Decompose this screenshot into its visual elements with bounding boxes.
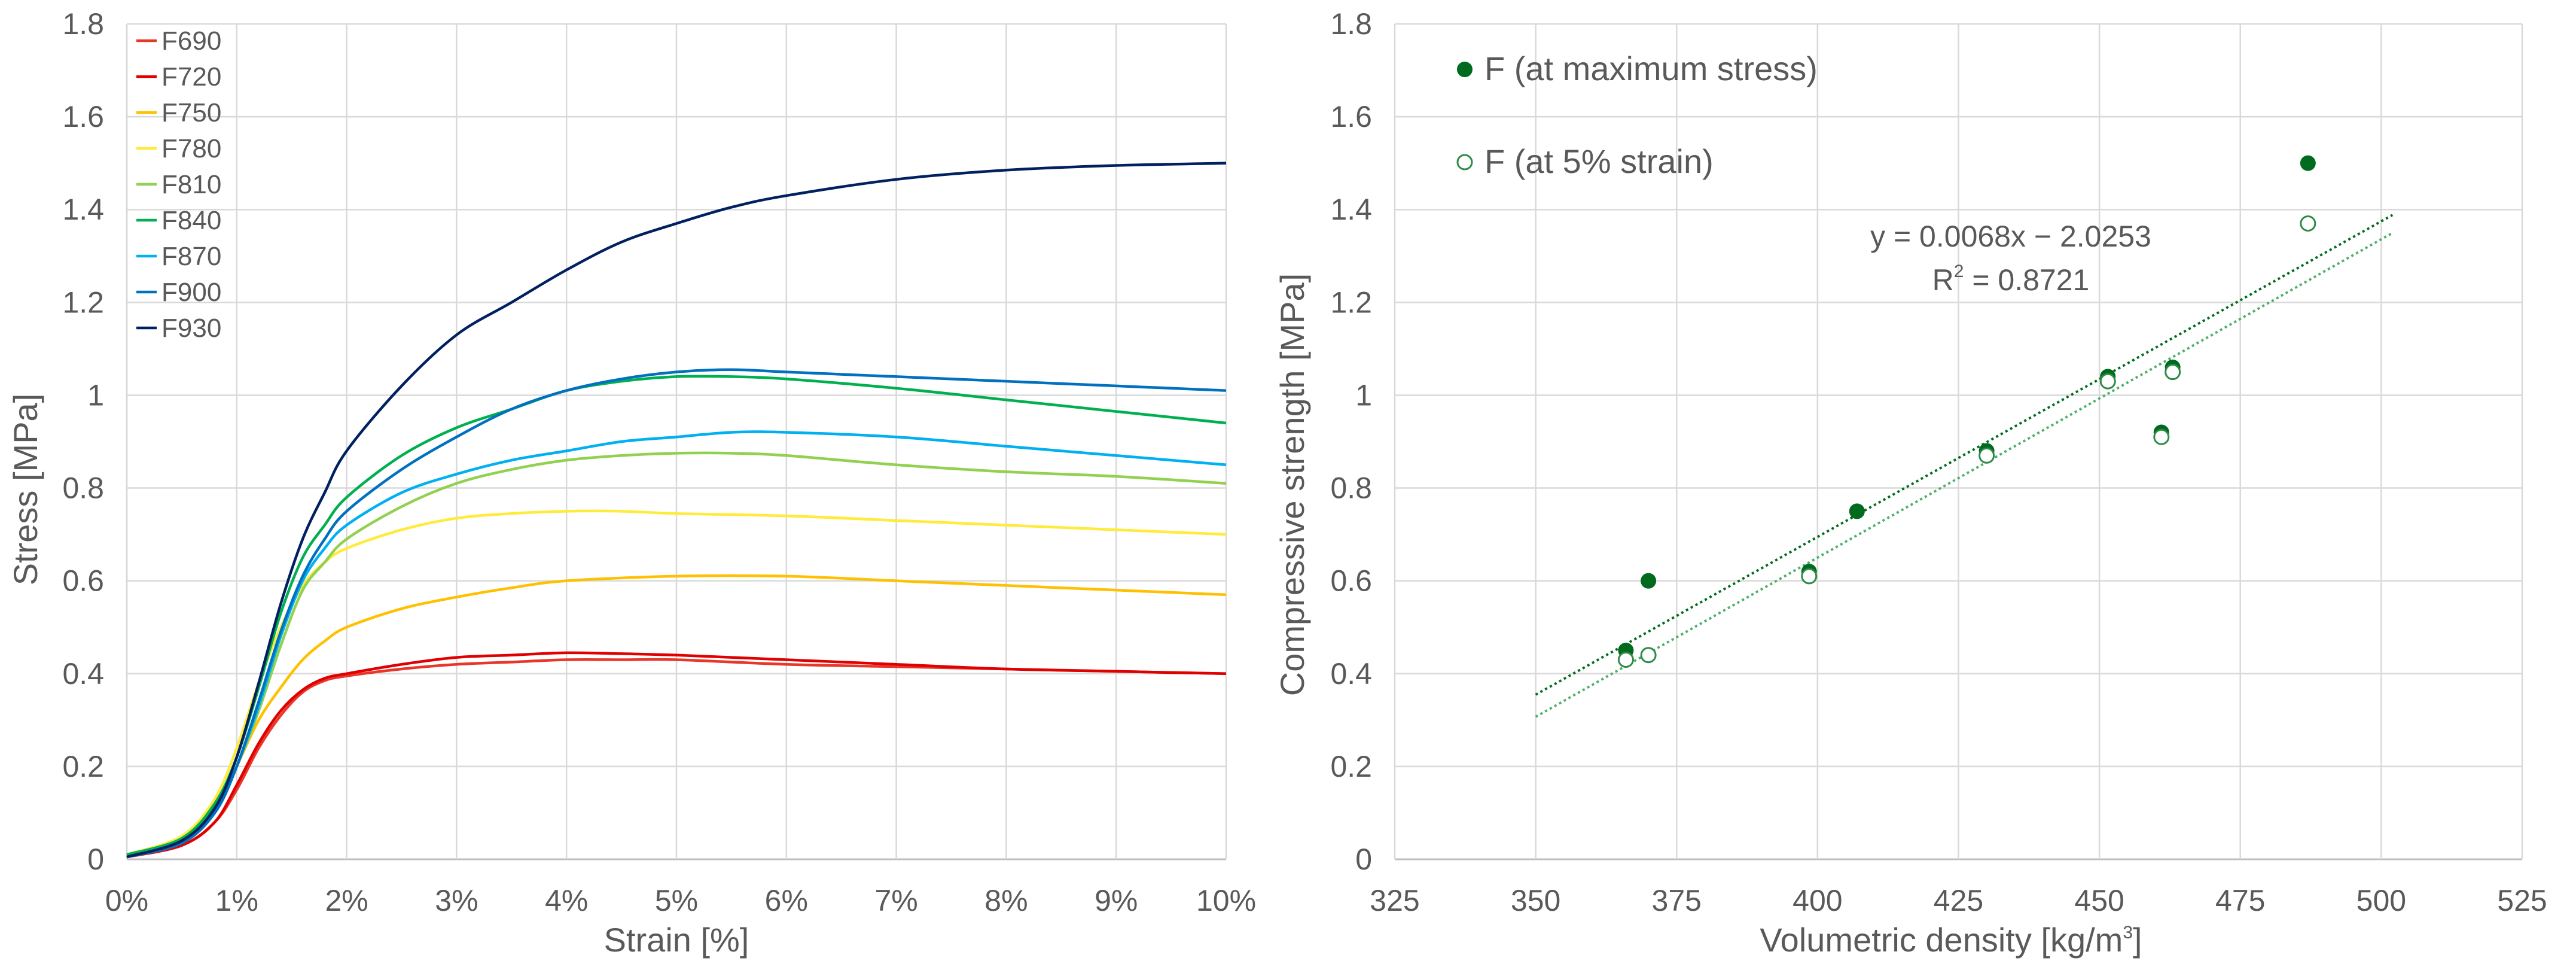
trendline-five-percent-strain xyxy=(1535,232,2394,718)
right-gridlines xyxy=(1394,23,2523,860)
left-x-tick-label: 10% xyxy=(1196,884,1256,917)
right-x-tick-label: 475 xyxy=(2215,884,2265,917)
right-x-tick-label: 525 xyxy=(2497,884,2547,917)
series-line-f900 xyxy=(126,368,1227,859)
left-x-tick-label: 2% xyxy=(325,884,368,917)
left-y-axis-title: Stress [MPa] xyxy=(7,394,44,586)
point-five-percent-strain xyxy=(2153,428,2170,445)
legend-label-f900: F900 xyxy=(161,278,221,307)
right-y-tick-label: 0.8 xyxy=(1330,472,1372,505)
legend-label-f780: F780 xyxy=(161,134,221,163)
right-x-axis-title-main: Volumetric density [kg/m xyxy=(1760,921,2123,959)
right-x-tick-labels: 325 350 375 400 425 450 475 500 525 xyxy=(1370,884,2547,917)
left-gridlines xyxy=(126,23,1227,860)
right-x-axis-title-suffix: ] xyxy=(2133,921,2142,959)
left-x-tick-label: 1% xyxy=(215,884,258,917)
right-y-tick-label: 1.8 xyxy=(1330,7,1372,41)
right-y-tick-label: 1.4 xyxy=(1330,193,1372,226)
left-legend: F690 F720 F750 F780 F810 F840 F870 F900 F930 xyxy=(136,26,221,343)
series-line-f930 xyxy=(126,162,1227,859)
legend-label-f840: F840 xyxy=(161,206,221,235)
right-y-axis-title: Compressive strength [MPa] xyxy=(1273,273,1311,696)
right-y-tick-label: 1 xyxy=(1355,378,1372,412)
series-line-f720 xyxy=(126,651,1227,859)
left-y-tick-label: 0.4 xyxy=(62,657,104,691)
left-y-tick-labels: 0 0.2 0.4 0.6 0.8 1 1.2 1.4 1.6 1.8 xyxy=(62,7,104,876)
legend-label-f750: F750 xyxy=(161,98,221,127)
left-x-tick-label: 9% xyxy=(1095,884,1138,917)
point-five-percent-strain xyxy=(2300,215,2316,232)
right-trendlines xyxy=(1535,214,2394,718)
left-x-tick-label: 4% xyxy=(545,884,588,917)
r-squared-sup: 2 xyxy=(1954,261,1964,281)
left-x-tick-label: 8% xyxy=(984,884,1028,917)
stress-strain-chart: 0% 1% 2% 3% 4% 5% 6% 7% 8% 9% 10% 0 0.2 0.4 0.6 0.8 1 1.… xyxy=(7,7,1256,959)
right-x-tick-label: 325 xyxy=(1370,884,1419,917)
point-five-percent-strain xyxy=(1801,568,1818,585)
legend-label-f690: F690 xyxy=(161,26,221,56)
point-max-stress xyxy=(2300,155,2316,171)
right-x-tick-label: 425 xyxy=(1934,884,1983,917)
right-data-points xyxy=(1617,155,2316,668)
point-five-percent-strain xyxy=(1617,652,1634,668)
left-x-tick-label: 6% xyxy=(765,884,808,917)
left-y-tick-label: 0.8 xyxy=(62,472,104,505)
right-legend: F (at maximum stress) F (at 5% strain) xyxy=(1456,50,1818,180)
right-x-tick-label: 400 xyxy=(1792,884,1842,917)
legend-label-f870: F870 xyxy=(161,242,221,271)
right-x-axis-title: Volumetric density [kg/m3] xyxy=(1760,921,2142,959)
legend-label-f720: F720 xyxy=(161,62,221,92)
left-x-axis-title: Strain [%] xyxy=(604,921,749,959)
right-x-tick-label: 350 xyxy=(1511,884,1560,917)
legend-label-max-stress: F (at maximum stress) xyxy=(1484,50,1818,87)
right-y-tick-label: 1.2 xyxy=(1330,285,1372,319)
point-five-percent-strain xyxy=(2099,373,2116,390)
left-x-tick-label: 7% xyxy=(874,884,917,917)
point-five-percent-strain xyxy=(1979,447,1995,464)
left-x-tick-label: 0% xyxy=(105,884,148,917)
point-max-stress xyxy=(1849,503,1865,519)
left-y-tick-label: 1.4 xyxy=(62,193,104,226)
legend-label-five-percent-strain: F (at 5% strain) xyxy=(1484,142,1714,180)
right-y-tick-label: 1.6 xyxy=(1330,100,1372,133)
trendline-r-squared: R2 = 0.8721 xyxy=(1932,261,2090,297)
right-y-tick-label: 0.6 xyxy=(1330,564,1372,598)
left-y-tick-label: 1.6 xyxy=(62,100,104,133)
left-y-tick-label: 0.2 xyxy=(62,750,104,783)
point-max-stress xyxy=(1641,573,1657,589)
left-x-tick-label: 5% xyxy=(655,884,698,917)
left-y-tick-label: 1.2 xyxy=(62,285,104,319)
strength-density-chart: 325 350 375 400 425 450 475 500 525 0 0.2 0.4 0.6 0.… xyxy=(1273,7,2547,959)
right-x-tick-label: 375 xyxy=(1652,884,1702,917)
right-x-tick-label: 500 xyxy=(2356,884,2406,917)
right-x-tick-label: 450 xyxy=(2074,884,2124,917)
legend-label-f810: F810 xyxy=(161,170,221,199)
left-y-tick-label: 0 xyxy=(87,843,104,876)
right-y-tick-labels: 0 0.2 0.4 0.6 0.8 1 1.2 1.4 1.6 1.8 xyxy=(1330,7,1372,876)
left-y-tick-label: 0.6 xyxy=(62,564,104,598)
right-y-tick-label: 0.2 xyxy=(1330,750,1372,783)
left-y-tick-label: 1.8 xyxy=(62,7,104,41)
right-y-tick-label: 0 xyxy=(1355,843,1372,876)
left-series-lines xyxy=(126,162,1227,859)
r-squared-value: = 0.8721 xyxy=(1964,263,2089,297)
trendline-max-stress xyxy=(1535,214,2394,696)
point-five-percent-strain xyxy=(2165,364,2181,381)
series-line-f780 xyxy=(126,509,1227,856)
r-squared-prefix: R xyxy=(1932,263,1954,297)
trendline-equation: y = 0.0068x − 2.0253 xyxy=(1870,220,2151,253)
left-x-tick-labels: 0% 1% 2% 3% 4% 5% 6% 7% 8% 9% 10% xyxy=(105,884,1256,917)
point-five-percent-strain xyxy=(1640,647,1657,664)
right-y-tick-label: 0.4 xyxy=(1330,657,1372,691)
legend-marker-max-stress xyxy=(1457,62,1473,77)
legend-marker-five-percent-strain xyxy=(1456,154,1473,171)
legend-label-f930: F930 xyxy=(161,314,221,343)
left-x-tick-label: 3% xyxy=(435,884,478,917)
right-x-axis-title-sup: 3 xyxy=(2123,923,2133,942)
left-y-tick-label: 1 xyxy=(87,378,104,412)
